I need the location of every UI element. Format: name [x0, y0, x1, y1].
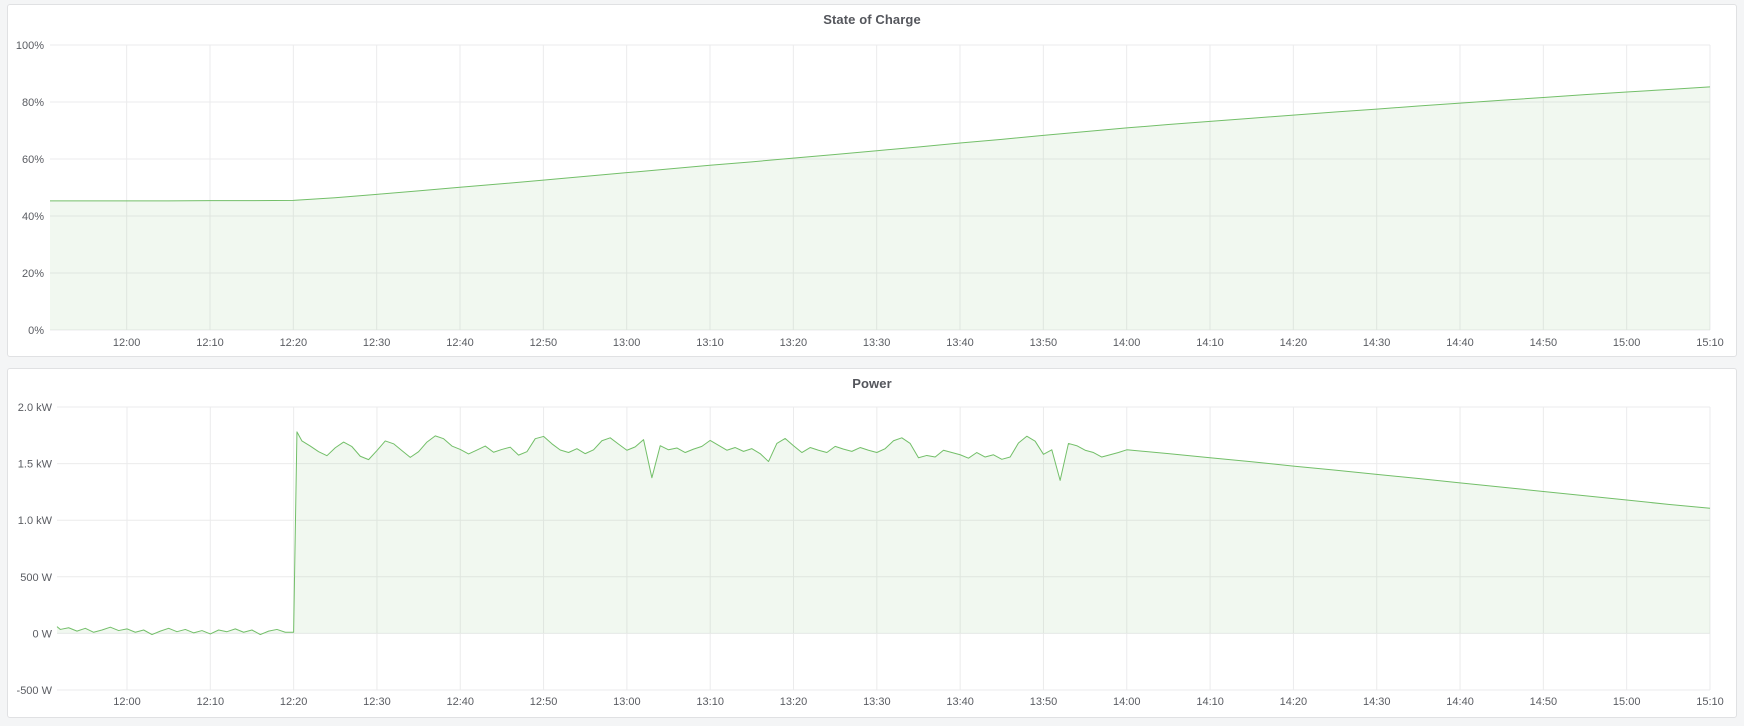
x-tick-label: 12:10	[197, 696, 225, 708]
y-tick-label: 0 W	[32, 628, 52, 640]
x-tick-label: 12:10	[196, 337, 224, 349]
y-tick-label: -500 W	[17, 685, 53, 697]
x-tick-label: 13:20	[780, 696, 808, 708]
panel-state-of-charge: State of Charge 12:00 12:10 12:20 12:30 12:4…	[7, 4, 1737, 357]
x-tick-label: 14:40	[1446, 696, 1474, 708]
series-line	[56, 431, 1711, 636]
x-tick-label: 13:00	[613, 337, 641, 349]
axis-tick-labels: 12:00 12:10 12:20 12:30 12:40 12:50 13:00 13:10…	[16, 40, 1724, 349]
panel-power: Power 12:00 12:10 12:20 12:30 12:40 12:50 13:0…	[7, 368, 1737, 718]
x-tick-label: 13:40	[946, 696, 974, 708]
x-tick-label: 13:10	[696, 337, 724, 349]
x-tick-label: 15:10	[1696, 337, 1724, 349]
soc-chart[interactable]: 12:00 12:10 12:20 12:30 12:40 12:50 13:00 13:10…	[8, 34, 1736, 356]
x-tick-label: 13:40	[946, 337, 974, 349]
x-tick-label: 13:50	[1030, 696, 1058, 708]
x-tick-label: 12:30	[363, 696, 391, 708]
y-tick-label: 20%	[22, 268, 44, 280]
x-tick-label: 15:00	[1613, 696, 1641, 708]
x-tick-label: 12:40	[446, 337, 474, 349]
y-tick-label: 60%	[22, 154, 44, 166]
x-tick-label: 12:20	[280, 337, 308, 349]
y-tick-label: 0%	[28, 325, 44, 337]
gridlines	[50, 44, 1711, 331]
x-tick-label: 12:20	[280, 696, 308, 708]
x-tick-label: 14:20	[1280, 337, 1308, 349]
x-tick-label: 14:00	[1113, 696, 1141, 708]
x-tick-label: 15:00	[1613, 337, 1641, 349]
x-tick-label: 12:00	[113, 696, 141, 708]
axis-tick-labels: 12:00 12:10 12:20 12:30 12:40 12:50 13:00 13:10…	[17, 402, 1724, 708]
panel-title-power[interactable]: Power	[852, 376, 892, 391]
y-tick-label: 500 W	[20, 572, 52, 584]
x-tick-label: 13:20	[780, 337, 808, 349]
x-tick-label: 14:50	[1530, 696, 1558, 708]
series-area-fill	[57, 431, 1710, 635]
power-chart[interactable]: 12:00 12:10 12:20 12:30 12:40 12:50 13:00 13:10…	[8, 398, 1736, 717]
x-tick-label: 13:50	[1030, 337, 1058, 349]
gridlines	[57, 406, 1711, 691]
x-tick-label: 15:10	[1696, 696, 1724, 708]
x-tick-label: 12:50	[530, 696, 558, 708]
x-tick-label: 12:00	[113, 337, 141, 349]
x-tick-label: 14:30	[1363, 337, 1391, 349]
x-tick-label: 14:40	[1446, 337, 1474, 349]
x-tick-label: 14:20	[1280, 696, 1308, 708]
series-line	[50, 86, 1711, 202]
x-tick-label: 13:30	[863, 337, 891, 349]
x-tick-label: 14:10	[1196, 696, 1224, 708]
series-area-fill	[50, 86, 1710, 331]
y-tick-label: 100%	[16, 40, 44, 52]
x-tick-label: 14:50	[1530, 337, 1558, 349]
x-tick-label: 13:00	[613, 696, 641, 708]
y-tick-label: 1.0 kW	[18, 515, 53, 527]
y-tick-label: 2.0 kW	[18, 402, 53, 414]
x-tick-label: 14:30	[1363, 696, 1391, 708]
x-tick-label: 12:40	[446, 696, 474, 708]
y-tick-label: 40%	[22, 211, 44, 223]
y-tick-label: 1.5 kW	[18, 459, 53, 471]
panel-title-state-of-charge[interactable]: State of Charge	[823, 12, 921, 27]
y-tick-label: 80%	[22, 97, 44, 109]
x-tick-label: 14:10	[1196, 337, 1224, 349]
x-tick-label: 12:50	[530, 337, 558, 349]
x-tick-label: 13:30	[863, 696, 891, 708]
x-tick-label: 14:00	[1113, 337, 1141, 349]
x-tick-label: 13:10	[696, 696, 724, 708]
x-tick-label: 12:30	[363, 337, 391, 349]
